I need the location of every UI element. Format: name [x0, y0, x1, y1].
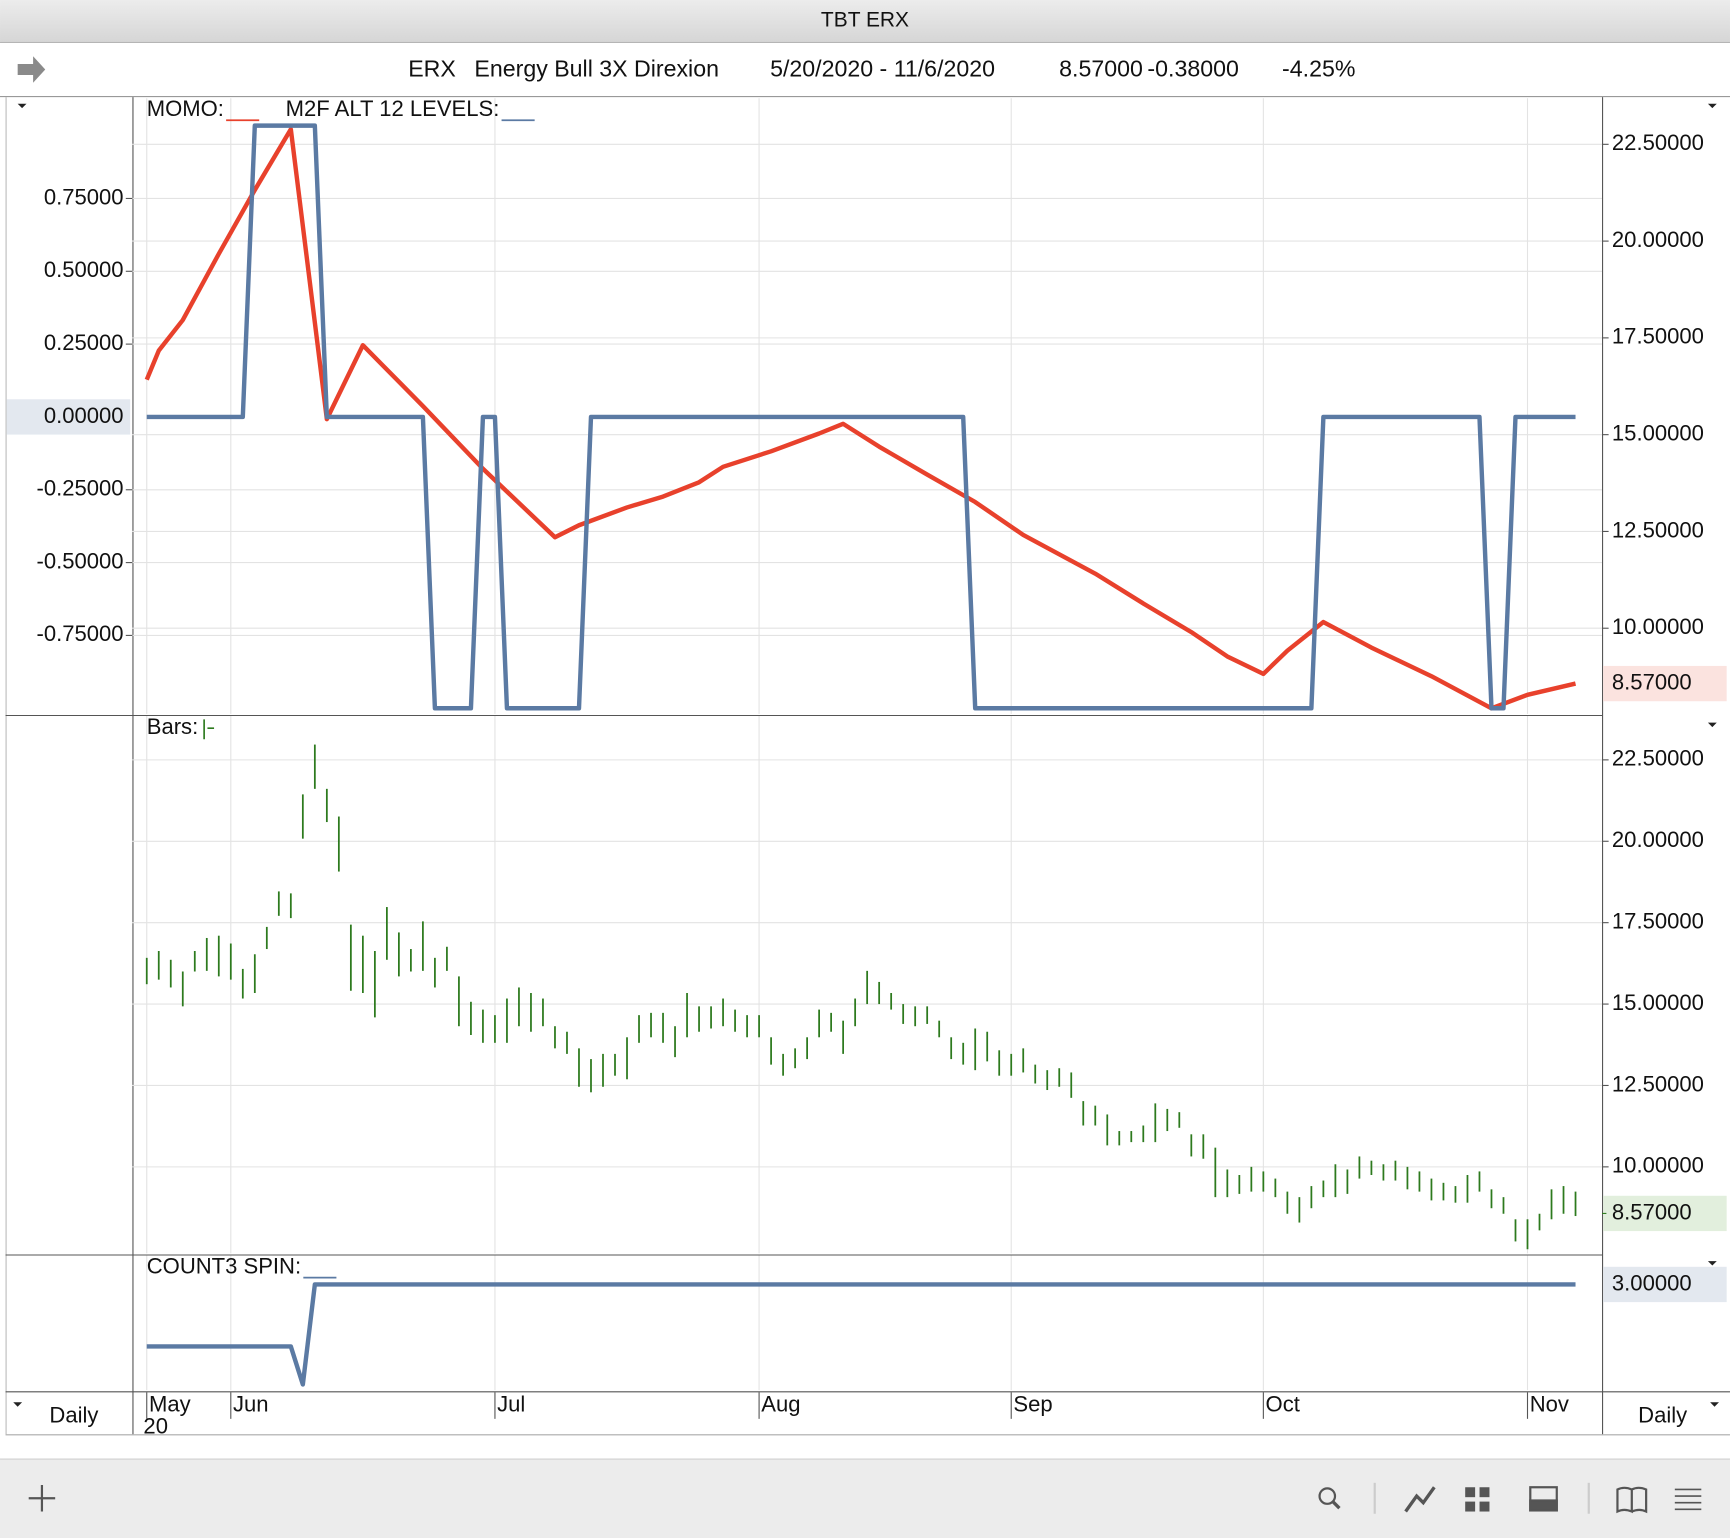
y2-tick-label: 15.00000 — [1612, 990, 1704, 1015]
date-range: 5/20/2020 - 11/6/2020 — [770, 56, 995, 82]
last-value-label: 8.57000 — [1612, 1199, 1692, 1224]
series-line — [146, 123, 1576, 711]
y-tick-label: 0.50000 — [44, 257, 124, 282]
y2-tick-label: 22.50000 — [1612, 746, 1704, 771]
panel-button[interactable] — [1529, 1486, 1558, 1512]
last-value-label: 0.00000 — [44, 403, 124, 428]
y-tick-label: -0.25000 — [37, 476, 124, 501]
y2-tick-label: 10.00000 — [1612, 614, 1704, 639]
window-title: TBT ERX — [821, 8, 909, 31]
last-value-box — [1603, 1266, 1727, 1303]
legend-label: M2F ALT 12 LEVELS: — [286, 96, 500, 121]
header — [0, 43, 1730, 96]
series-line — [146, 1282, 1576, 1387]
instrument-name: Energy Bull 3X Direxion — [474, 56, 719, 82]
legend-label: MOMO: — [147, 96, 224, 121]
x-tick-label: Sep — [1013, 1391, 1052, 1416]
y2-tick-label: 10.00000 — [1612, 1153, 1704, 1178]
x-tick-label: Jun — [233, 1391, 269, 1416]
charts: May Jun Jul Aug Sep Oct Nov 20 0.75000 0.50000 0.2… — [6, 96, 1727, 1438]
y-tick-label: 0.25000 — [44, 330, 124, 355]
y2-tick-label: 20.00000 — [1612, 827, 1704, 852]
x-tick-label: Nov — [1530, 1391, 1569, 1416]
series-line — [144, 127, 1577, 711]
y-tick-label: 0.75000 — [44, 184, 124, 209]
last-value-label: 8.57000 — [1612, 669, 1692, 694]
last-value-box — [1603, 1195, 1727, 1232]
search-button[interactable] — [1318, 1487, 1341, 1510]
toolbar — [0, 1458, 1730, 1538]
year-label: 20 — [143, 1413, 168, 1438]
title-bar — [0, 0, 1730, 42]
nav-arrow[interactable] — [17, 56, 46, 83]
last-value-box — [1603, 665, 1727, 702]
symbol: ERX — [408, 56, 456, 82]
legend-glyph — [203, 719, 215, 740]
layout-button[interactable] — [1465, 1487, 1490, 1512]
last-price: 8.57000 — [1059, 56, 1143, 82]
y2-tick-label: 20.00000 — [1612, 227, 1704, 252]
panel-title: Bars: — [147, 714, 198, 739]
x-tick-label: Aug — [761, 1391, 800, 1416]
y-tick-label: -0.50000 — [37, 548, 124, 573]
y2-tick-label: 12.50000 — [1612, 1071, 1704, 1096]
menu-button[interactable] — [1674, 1488, 1702, 1511]
y-tick-label: -0.75000 — [37, 621, 124, 646]
book-button[interactable] — [1616, 1486, 1648, 1514]
y2-tick-label: 17.50000 — [1612, 324, 1704, 349]
add-button[interactable] — [28, 1485, 56, 1512]
legend-label: COUNT3 SPIN: — [147, 1254, 301, 1279]
period-label[interactable]: Daily — [49, 1402, 98, 1427]
y2-tick-label: 22.50000 — [1612, 130, 1704, 155]
x-tick-label: Jul — [497, 1391, 525, 1416]
x-tick-label: Oct — [1266, 1391, 1300, 1416]
y2-tick-label: 17.50000 — [1612, 908, 1704, 933]
last-value-box — [6, 399, 131, 435]
change: -0.38000 — [1147, 56, 1238, 82]
period-label[interactable]: Daily — [1638, 1402, 1687, 1427]
y2-tick-label: 15.00000 — [1612, 420, 1704, 445]
x-tick-label: May — [149, 1391, 191, 1416]
last-value-label: 3.00000 — [1612, 1270, 1692, 1295]
change-pct: -4.25% — [1282, 56, 1355, 82]
y2-tick-label: 12.50000 — [1612, 517, 1704, 542]
draw-button[interactable] — [1404, 1486, 1436, 1513]
